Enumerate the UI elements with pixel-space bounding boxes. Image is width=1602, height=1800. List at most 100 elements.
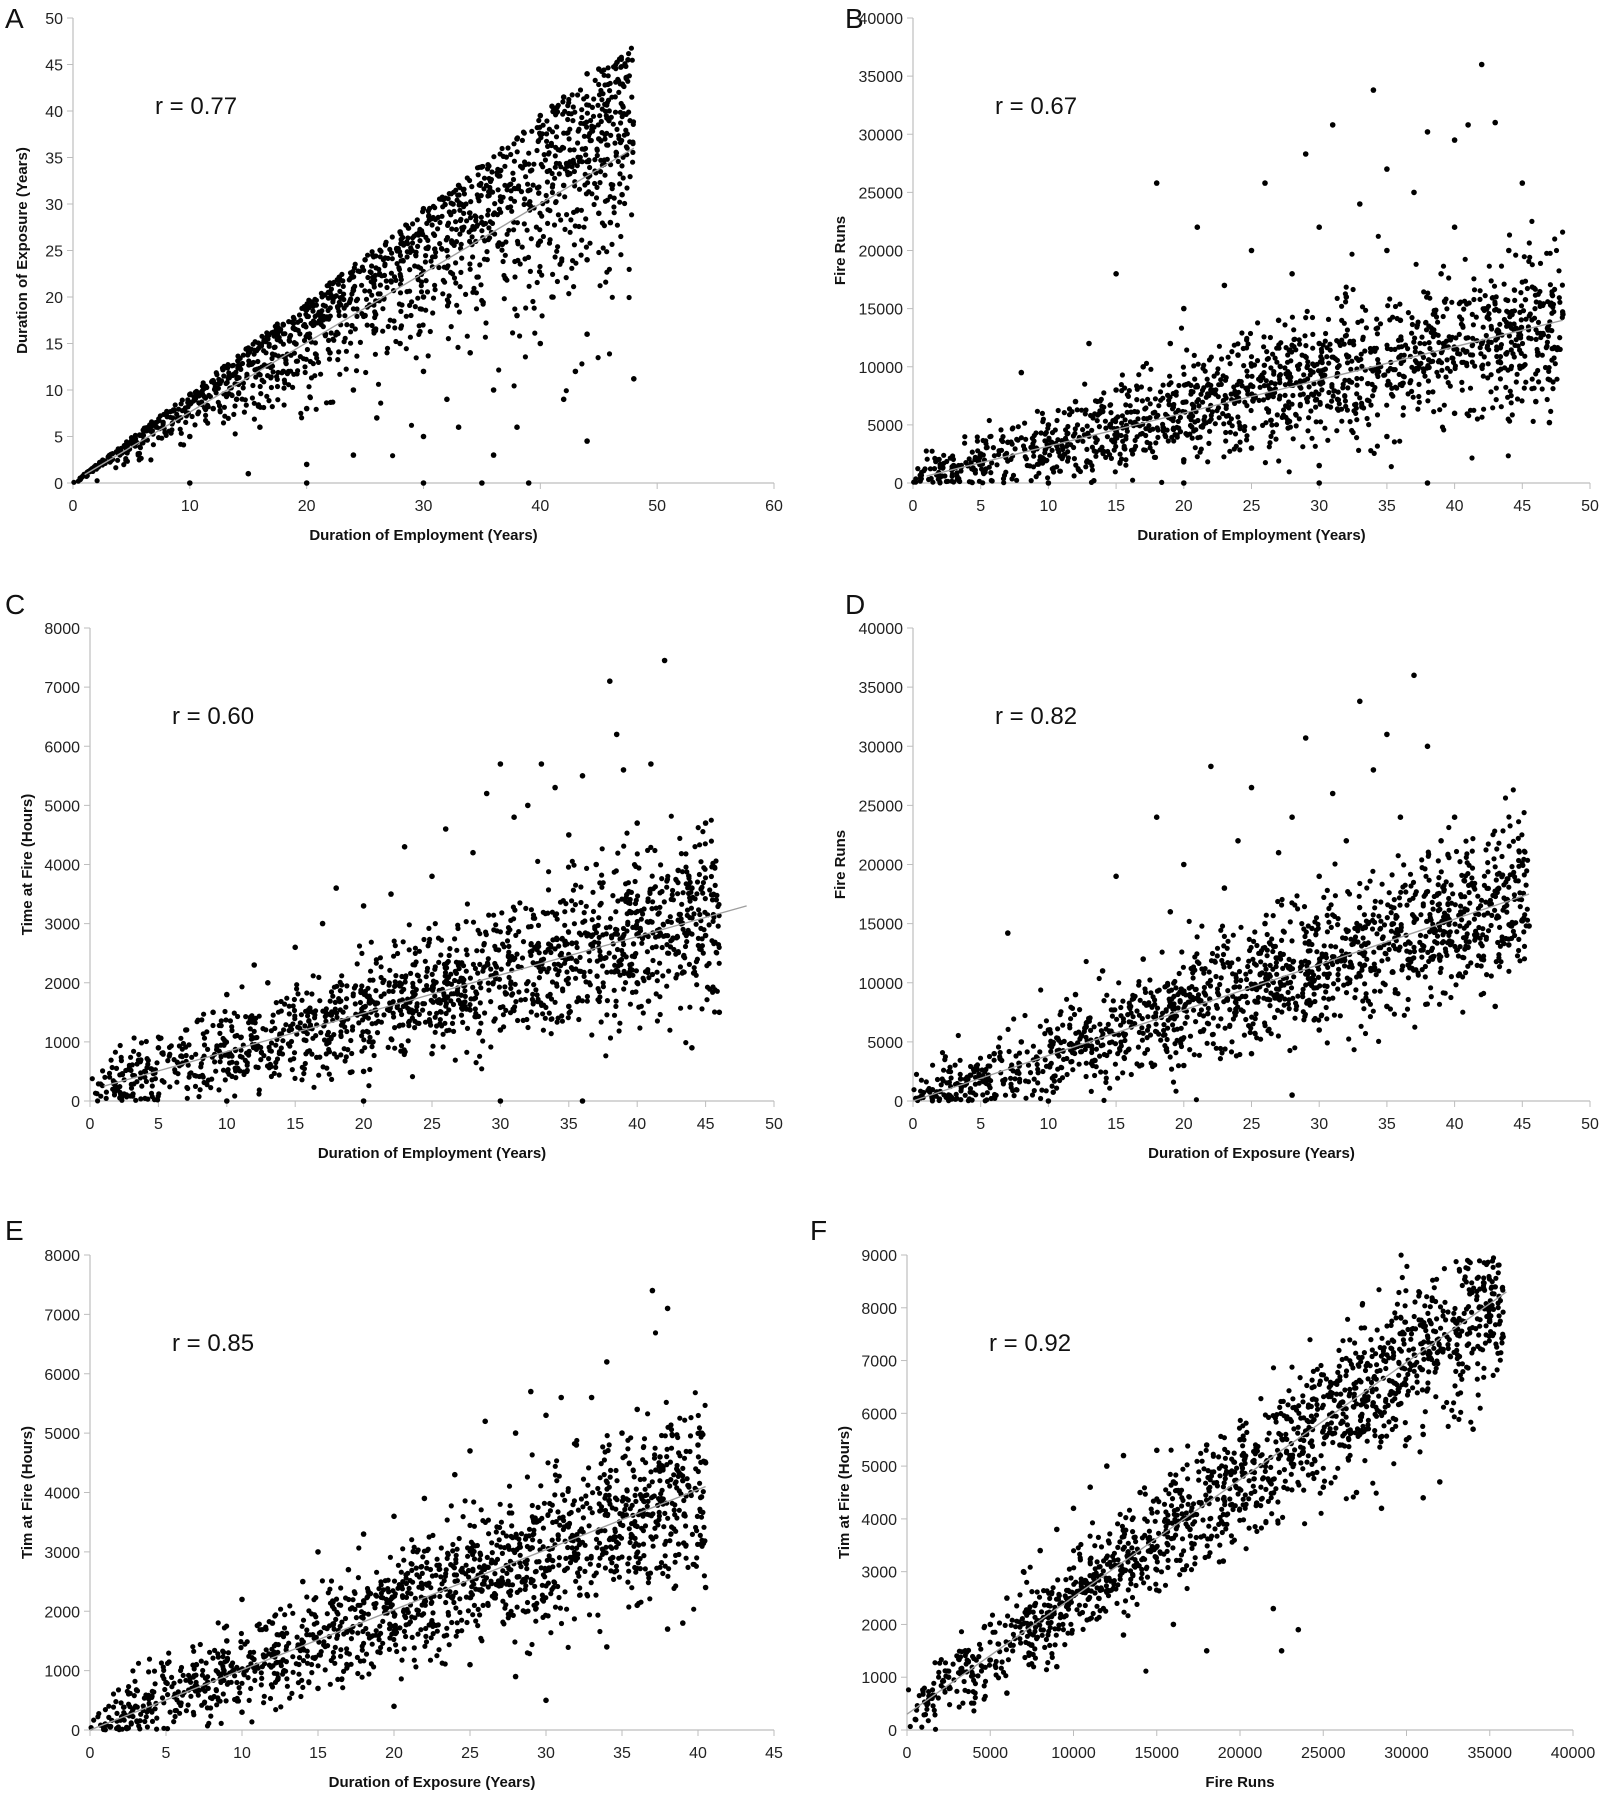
scatter-point: [1205, 459, 1211, 465]
scatter-point: [1079, 407, 1085, 413]
scatter-point: [360, 1098, 367, 1104]
scatter-point: [357, 268, 363, 275]
scatter-point: [412, 950, 418, 957]
scatter-point: [363, 369, 369, 376]
scatter-point: [183, 1027, 189, 1033]
x-tick-label: 10: [181, 498, 199, 515]
scatter-point: [217, 1059, 223, 1065]
scatter-point: [314, 1054, 320, 1060]
scatter-point: [1092, 411, 1098, 417]
scatter-point: [291, 350, 297, 356]
scatter-point: [1288, 374, 1294, 380]
scatter-point: [470, 984, 476, 991]
scatter-point: [381, 1012, 387, 1018]
scatter-point: [415, 295, 421, 301]
scatter-point: [1227, 429, 1233, 435]
scatter-point: [716, 960, 722, 966]
scatter-point: [396, 266, 402, 273]
scatter-point: [1481, 307, 1487, 313]
scatter-point: [326, 1046, 332, 1053]
scatter-point: [1136, 372, 1142, 378]
scatter-point: [618, 233, 624, 240]
scatter-point: [1547, 250, 1553, 256]
scatter-point: [617, 109, 624, 115]
scatter-point: [1514, 371, 1520, 377]
scatter-point: [1491, 283, 1498, 289]
scatter-point: [1117, 451, 1123, 457]
scatter-point: [1054, 417, 1060, 424]
scatter-point: [1548, 408, 1554, 414]
scatter-point: [505, 145, 511, 151]
scatter-point: [1110, 418, 1116, 424]
trend-line: [926, 319, 1564, 477]
scatter-point: [541, 152, 547, 158]
scatter-point: [203, 412, 209, 418]
scatter-point: [123, 1092, 129, 1098]
scatter-point: [365, 985, 371, 991]
scatter-point: [647, 886, 653, 892]
scatter-point: [605, 73, 611, 79]
scatter-point: [649, 873, 655, 879]
scatter-point: [1101, 404, 1107, 410]
scatter-point: [629, 212, 635, 218]
scatter-point: [290, 384, 296, 390]
scatter-point: [1349, 251, 1355, 257]
scatter-point: [523, 174, 529, 180]
y-axis-label: Time at Fire (Hours): [19, 794, 36, 935]
scatter-point: [1319, 356, 1325, 362]
scatter-point: [386, 980, 392, 986]
scatter-point: [222, 1008, 228, 1015]
scatter-point: [255, 1043, 261, 1049]
scatter-point: [1471, 296, 1477, 303]
scatter-point: [1144, 439, 1150, 445]
scatter-point: [553, 112, 559, 118]
scatter-point: [514, 424, 520, 431]
scatter-point: [592, 77, 598, 83]
scatter-point: [1257, 384, 1263, 390]
scatter-point: [388, 279, 394, 285]
scatter-point: [478, 214, 484, 220]
scatter-point: [650, 899, 656, 905]
scatter-point: [487, 219, 493, 225]
scatter-point: [1533, 371, 1539, 377]
scatter-point: [565, 103, 571, 109]
scatter-point: [525, 802, 531, 809]
scatter-point: [326, 1039, 332, 1046]
scatter-point: [1353, 410, 1359, 416]
scatter-point: [590, 113, 597, 119]
scatter-point: [478, 282, 484, 288]
scatter-point: [1424, 129, 1431, 135]
scatter-point: [540, 1027, 547, 1033]
scatter-point: [323, 400, 330, 406]
scatter-point: [1377, 321, 1384, 327]
scatter-point: [235, 353, 241, 359]
scatter-point: [308, 320, 314, 326]
scatter-point: [415, 277, 421, 283]
scatter-point: [1036, 470, 1042, 476]
scatter-point: [245, 470, 252, 477]
scatter-point: [554, 1019, 560, 1025]
scatter-point: [353, 368, 360, 374]
scatter-point: [483, 320, 489, 326]
scatter-point: [160, 1050, 166, 1056]
scatter-point: [544, 179, 551, 185]
scatter-point: [1459, 316, 1465, 322]
scatter-point: [397, 271, 403, 277]
scatter-point: [613, 79, 619, 85]
scatter-point: [504, 231, 510, 237]
scatter-point: [397, 290, 404, 296]
scatter-point: [1539, 352, 1545, 358]
scatter-point: [1356, 447, 1362, 453]
scatter-point: [1237, 426, 1243, 432]
scatter-point: [1411, 368, 1418, 374]
scatter-point: [1187, 422, 1194, 429]
scatter-point: [1102, 418, 1108, 424]
scatter-point: [1113, 443, 1119, 450]
x-tick-label: 60: [765, 498, 783, 515]
scatter-point: [337, 371, 343, 377]
scatter-point: [388, 270, 394, 276]
scatter-point: [377, 282, 383, 288]
scatter-point: [383, 278, 389, 284]
scatter-point: [274, 374, 280, 380]
scatter-point: [533, 987, 539, 993]
